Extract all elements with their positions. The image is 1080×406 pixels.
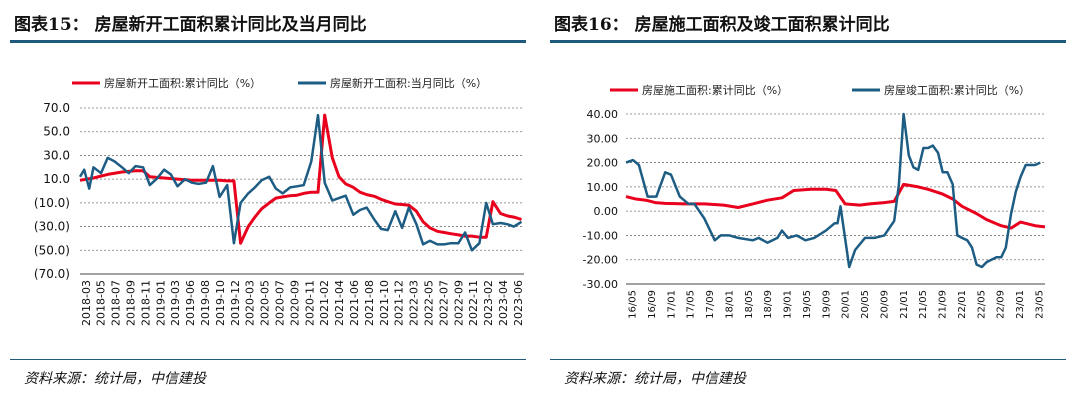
legend-label: 房屋施工面积:累计同比（%） xyxy=(642,84,788,97)
y-tick-label: -10.00 xyxy=(583,229,618,242)
x-tick-label: 2020-11 xyxy=(303,280,316,326)
y-tick-label: 50.0 xyxy=(43,125,70,139)
series-line-2 xyxy=(625,112,1041,269)
source-note: 资料来源：统计局，中信建投 xyxy=(24,371,206,387)
y-tick-label: 40.00 xyxy=(587,108,619,121)
x-tick-label: 2021-06 xyxy=(348,280,361,326)
x-tick-label: 2019-03 xyxy=(169,280,182,326)
x-tick-label: 19/05 xyxy=(802,290,813,319)
x-tick-label: 22/09 xyxy=(996,290,1007,319)
x-tick-label: 2023-02 xyxy=(482,280,495,326)
legend-label: 房屋竣工面积:累计同比（%） xyxy=(884,83,1030,97)
x-tick-label: 2023-06 xyxy=(512,280,525,326)
y-tick-label: -30.00 xyxy=(583,278,618,291)
x-tick-label: 2022-03 xyxy=(408,280,421,326)
x-tick-label: 19/01 xyxy=(783,290,794,319)
x-tick-label: 2021-08 xyxy=(363,280,376,326)
x-tick-label: 2018-07 xyxy=(110,280,123,326)
y-tick-label: (50.0) xyxy=(34,243,70,257)
x-tick-label: 2020-07 xyxy=(274,280,287,326)
y-tick-label: 30.00 xyxy=(587,132,619,145)
x-tick-label: 17/09 xyxy=(705,290,716,319)
series-line-1 xyxy=(79,113,522,245)
x-tick-label: 2018-03 xyxy=(80,280,93,326)
x-tick-label: 2018-05 xyxy=(95,280,108,326)
y-tick-label: 10.00 xyxy=(587,181,619,194)
source-note: 资料来源：统计局，中信建投 xyxy=(564,371,746,387)
chart-2-svg: 40.00 30.00 20.00 10.00 0.00 -10.00 -20.00 -30.… xyxy=(583,83,1046,319)
bottom-rule xyxy=(550,359,1066,360)
x-tick-label: 19/09 xyxy=(821,290,832,319)
x-tick-label: 2023-04 xyxy=(497,280,510,326)
x-tick-label: 2022-05 xyxy=(422,280,435,326)
x-tick-label: 21/09 xyxy=(938,290,949,319)
y-tick-label: (30.0) xyxy=(34,220,70,234)
x-tick-label: 2021-02 xyxy=(318,280,331,326)
x-tick-label: 2020-03 xyxy=(244,280,257,326)
x-tick-label: 2019-12 xyxy=(229,280,242,326)
y-tick-label: 0.00 xyxy=(594,205,619,218)
y-tick-label: 10.0 xyxy=(43,172,70,186)
x-tick-label: 17/01 xyxy=(666,290,677,319)
chart-title: 图表16： 房屋施工面积及竣工面积累计同比 xyxy=(554,15,890,35)
x-tick-label: 23/05 xyxy=(1035,290,1046,319)
y-tick-label: 70.0 xyxy=(43,101,70,115)
x-tick-label: 18/05 xyxy=(744,290,755,319)
title-rule xyxy=(10,40,526,43)
x-tick-label: 20/05 xyxy=(860,290,871,319)
x-tick-label: 22/05 xyxy=(976,290,987,319)
x-tick-label: 20/09 xyxy=(879,290,890,319)
bottom-rule xyxy=(10,359,526,360)
x-tick-label: 2019-10 xyxy=(214,280,227,326)
y-tick-label: (70.0) xyxy=(34,267,70,281)
x-tick-label: 2020-09 xyxy=(288,280,301,326)
x-tick-label: 2019-06 xyxy=(184,280,197,326)
title-rule xyxy=(550,40,1066,43)
x-tick-label: 16/05 xyxy=(628,290,639,319)
y-tick-label: -20.00 xyxy=(583,254,618,267)
x-tick-label: 2019-08 xyxy=(199,280,212,326)
series-line-1 xyxy=(625,182,1046,230)
x-tick-label: 2021-10 xyxy=(378,280,391,326)
x-tick-label: 2022-09 xyxy=(452,280,465,326)
x-tick-label: 2022-11 xyxy=(467,280,480,326)
chart-panel-2: 图表16： 房屋施工面积及竣工面积累计同比 40.00 30.00 20.00 10.… xyxy=(540,0,1080,406)
x-tick-label: 21/01 xyxy=(899,290,910,319)
x-tick-label: 22/01 xyxy=(957,290,968,319)
y-tick-label: (10.0) xyxy=(34,196,70,210)
x-tick-label: 18/09 xyxy=(763,290,774,319)
legend-label: 房屋新开工面积:累计同比（%） xyxy=(104,76,261,90)
y-tick-label: 30.0 xyxy=(43,148,70,162)
x-tick-label: 2019-01 xyxy=(154,280,167,326)
x-tick-label: 16/09 xyxy=(647,290,658,319)
y-tick-label: 20.00 xyxy=(587,157,619,170)
chart-title: 图表15： 房屋新开工面积累计同比及当月同比 xyxy=(14,15,367,35)
x-tick-label: 2018-11 xyxy=(139,280,152,326)
series-line-2 xyxy=(78,113,523,252)
x-tick-label: 2021-04 xyxy=(333,280,346,326)
chart-1-svg: 70.0 50.0 30.0 10.0 (10.0) (30.0) (50.0) (70.0)… xyxy=(34,76,525,326)
x-tick-label: 21/05 xyxy=(918,290,929,319)
x-tick-label: 2021-12 xyxy=(393,280,406,326)
x-tick-label: 18/01 xyxy=(724,290,735,319)
x-tick-label: 20/01 xyxy=(841,290,852,319)
x-tick-label: 23/01 xyxy=(1015,290,1026,319)
x-tick-label: 2020-05 xyxy=(259,280,272,326)
x-tick-label: 2022-07 xyxy=(437,280,450,326)
x-tick-label: 17/05 xyxy=(686,290,697,319)
chart-panel-1: 图表15： 房屋新开工面积累计同比及当月同比 70.0 50.0 30.0 10.0 (… xyxy=(10,15,526,387)
legend-label: 房屋新开工面积:当月同比（%） xyxy=(330,76,487,90)
x-tick-label: 2018-09 xyxy=(125,280,138,326)
